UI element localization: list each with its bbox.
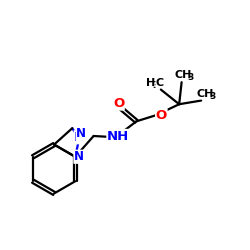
Text: H: H xyxy=(146,78,155,88)
Text: O: O xyxy=(156,109,167,122)
Text: CH: CH xyxy=(197,89,214,99)
Text: N: N xyxy=(76,127,86,140)
Text: C: C xyxy=(156,78,164,88)
Text: NH: NH xyxy=(107,130,129,142)
Text: N: N xyxy=(74,131,84,144)
Text: 3: 3 xyxy=(152,81,158,90)
Text: CH: CH xyxy=(175,70,192,81)
Text: 3: 3 xyxy=(210,92,216,101)
Text: 3: 3 xyxy=(188,73,194,82)
Text: O: O xyxy=(113,97,124,110)
Text: N: N xyxy=(74,150,84,163)
